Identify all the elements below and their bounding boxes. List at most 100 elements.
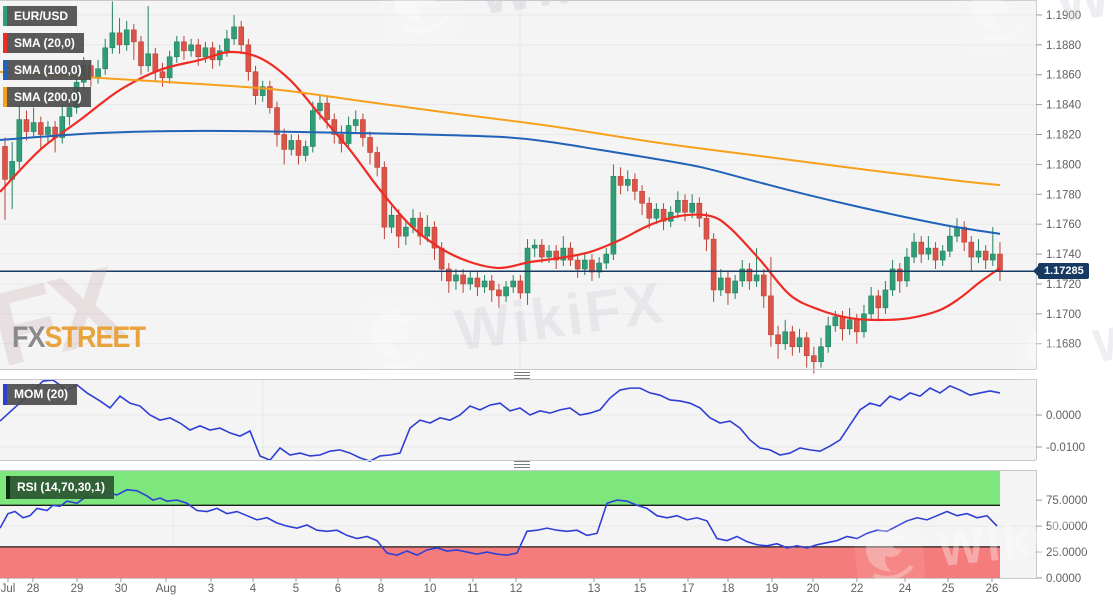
candle — [939, 250, 946, 261]
mom-label-text: MOM (20) — [14, 387, 68, 401]
candle — [875, 295, 882, 309]
rsi-tick-label: 0.0000 — [1046, 573, 1081, 585]
legend-item-sma200[interactable]: SMA (200,0) — [3, 87, 91, 107]
rsi-overbought-band — [0, 470, 1000, 506]
sma20-label: SMA (20,0) — [14, 36, 75, 50]
candle — [467, 277, 474, 285]
candle — [23, 119, 30, 132]
candle — [954, 226, 960, 237]
rsi-label-text: RSI (14,70,30,1) — [17, 480, 106, 494]
candle — [961, 226, 967, 243]
candle — [181, 41, 187, 52]
rsi-line — [0, 488, 998, 557]
candle — [16, 119, 23, 162]
candle — [624, 179, 631, 186]
date-tick-label: Aug — [156, 583, 176, 595]
candle — [990, 253, 996, 261]
date-tick-label: 15 — [634, 583, 647, 595]
candle — [703, 217, 710, 240]
date-tick-label: 28 — [27, 583, 40, 595]
candle — [567, 247, 574, 261]
rsi-tick-label: 25.0000 — [1046, 547, 1088, 559]
candle — [753, 274, 760, 282]
candle — [224, 38, 230, 52]
candle — [209, 47, 216, 61]
candle — [138, 41, 144, 67]
candle — [617, 176, 624, 186]
price-tick-label: 1.1720 — [1046, 279, 1081, 291]
candle — [360, 119, 366, 138]
candle — [45, 126, 51, 135]
candle — [30, 122, 37, 132]
candle — [59, 116, 66, 138]
date-tick-label: 29 — [71, 583, 84, 595]
candle — [904, 256, 910, 282]
date-tick-label: 10 — [424, 583, 437, 595]
candle — [309, 110, 316, 147]
price-tick-label: 1.1900 — [1046, 10, 1081, 22]
panel-resize-grip-1[interactable] — [514, 372, 530, 379]
candle — [710, 238, 717, 291]
candle — [725, 277, 731, 294]
svg-text:WikiFX: WikiFX — [1090, 297, 1113, 372]
candle — [925, 247, 932, 255]
candle — [639, 191, 645, 204]
date-tick-label: 12 — [510, 583, 523, 595]
mom-line — [0, 379, 1001, 462]
legend-item-sma100[interactable]: SMA (100,0) — [3, 60, 91, 80]
candle — [145, 53, 151, 67]
candle — [173, 41, 180, 58]
candle — [123, 29, 130, 46]
candle — [574, 259, 581, 270]
candle — [861, 313, 867, 333]
candle — [975, 250, 982, 258]
gridlines — [0, 0, 1036, 578]
sma200-accent-bar — [3, 87, 7, 107]
candle — [367, 137, 373, 153]
price-tick-label: 1.1820 — [1046, 130, 1081, 142]
mom-tick-label: -0.0100 — [1046, 442, 1085, 454]
date-tick-label: 20 — [807, 583, 820, 595]
legend-item-symbol[interactable]: EUR/USD — [3, 6, 78, 26]
candle — [202, 47, 209, 58]
candle — [131, 29, 137, 43]
date-tick-label: 6 — [335, 583, 341, 595]
candle — [345, 125, 352, 144]
date-tick-label: 30 — [115, 583, 128, 595]
panel-resize-grip-2[interactable] — [514, 461, 530, 468]
rsi-indicator-label[interactable]: RSI (14,70,30,1) — [6, 476, 115, 499]
mom-tick-label: 0.0000 — [1046, 410, 1081, 422]
candle — [417, 217, 423, 237]
candle — [288, 140, 295, 150]
overlay-line — [0, 70, 1001, 187]
candle — [796, 337, 803, 348]
candle — [37, 122, 44, 135]
candle — [732, 280, 738, 294]
date-tick-label: 4 — [250, 583, 257, 595]
panel-backgrounds — [0, 0, 1036, 578]
candle — [603, 253, 610, 264]
sma20-accent-bar — [3, 33, 7, 53]
candle — [832, 316, 839, 327]
candle — [374, 152, 381, 168]
rsi-bands — [0, 470, 1000, 578]
mom-indicator-label[interactable]: MOM (20) — [3, 384, 77, 405]
candle — [746, 268, 753, 282]
candle — [968, 241, 975, 258]
candle — [689, 202, 695, 213]
price-tick-label: 1.1760 — [1046, 219, 1081, 231]
candle — [510, 280, 517, 288]
candle — [2, 146, 8, 180]
candle — [302, 146, 309, 156]
candle — [660, 208, 667, 222]
legend-item-sma20[interactable]: SMA (20,0) — [3, 33, 84, 53]
current-price-badge: 1.17285 — [1033, 263, 1089, 280]
candle — [818, 346, 824, 362]
candle — [231, 26, 237, 40]
candle — [481, 280, 488, 288]
fxstreet-logo: FXSTREET — [12, 320, 146, 354]
candle — [317, 102, 323, 111]
sma200-label: SMA (200,0) — [14, 90, 82, 104]
